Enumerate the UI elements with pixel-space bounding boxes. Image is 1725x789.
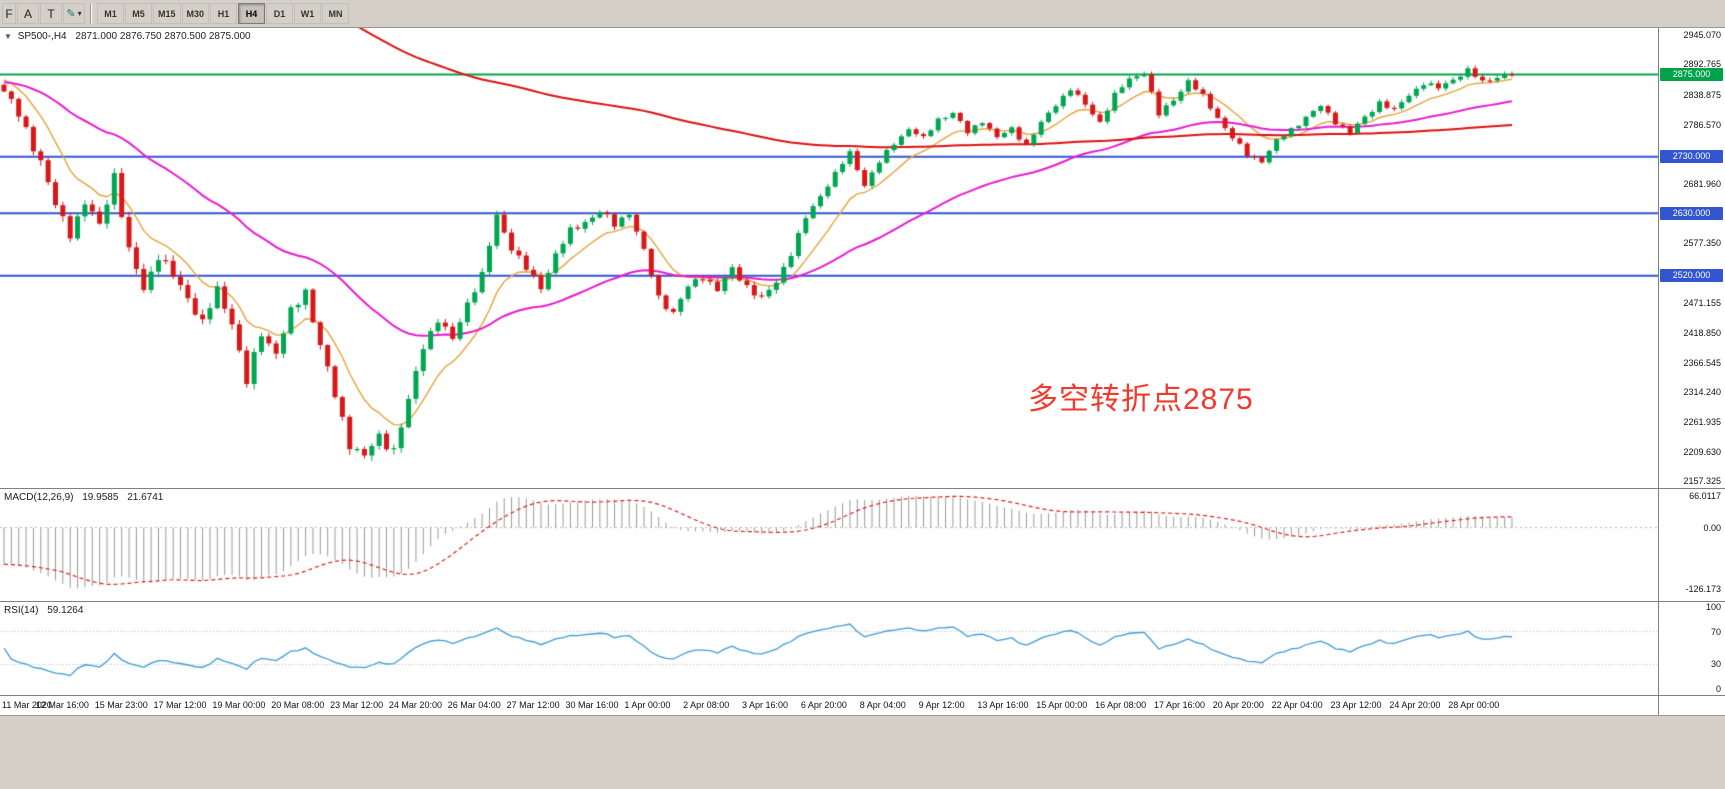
rsi-axis-label: 30 [1710,659,1721,670]
chevron-down-icon: ▾ [77,9,82,18]
chart-text-annotation: 多空转折点2875 [1028,383,1254,416]
timeframe-m1-button[interactable]: M1 [97,3,124,24]
time-axis-label: 3 Apr 16:00 [742,700,789,710]
time-axis-row: 11 Mar 2020 12 Mar 16:00 15 Mar 23:00 17 Ma… [0,696,1725,716]
timeframe-h1-button[interactable]: H1 [210,3,238,24]
rsi-header: RSI(14) 59.1264 [4,605,83,616]
footer-area [0,716,1725,789]
price-plot-area[interactable]: ▼ SP500-,H4 2871.000 2876.750 2870.500 2… [0,28,1658,488]
rsi-indicator-label: RSI(14) [4,605,39,616]
chart-header: ▼ SP500-,H4 2871.000 2876.750 2870.500 2… [4,31,251,42]
time-axis-label: 23 Apr 12:00 [1330,700,1382,710]
time-axis-label: 20 Mar 08:00 [271,700,325,710]
rsi-axis-label: 100 [1705,602,1721,612]
time-axis-label: 6 Apr 20:00 [800,700,847,710]
time-axis-label: 27 Mar 12:00 [506,700,560,710]
price-axis-label: 2157.325 [1683,476,1721,487]
macd-panel: MACD(12,26,9) 19.9585 21.6741 66.0117 0.0… [0,489,1725,602]
label-tool-icon: A [23,6,32,21]
price-panel: ▼ SP500-,H4 2871.000 2876.750 2870.500 2… [0,28,1725,489]
price-axis-label: 2945.070 [1683,29,1721,40]
time-axis-label: 1 Apr 00:00 [624,700,671,710]
timeframe-h4-button[interactable]: H4 [238,3,266,24]
pen-icon: ✎ [66,8,76,20]
clipped-tool-button[interactable]: F [2,3,16,24]
text-tool-icon: T [47,6,55,21]
rsi-chart-canvas[interactable] [0,602,1658,694]
symbol-dropdown-icon: ▼ [4,32,12,41]
symbol-period-label: SP500-,H4 [17,31,67,42]
rsi-axis[interactable]: 100 70 30 0 [1658,602,1725,695]
price-axis-label: 2209.630 [1683,446,1721,457]
time-axis-label: 24 Mar 20:00 [388,700,442,710]
time-axis[interactable]: 11 Mar 2020 12 Mar 16:00 15 Mar 23:00 17 Ma… [0,696,1658,716]
toolbar: F A T ✎ ▾ M1 M5 M15 M30 H1 H4 D1 W1 MN [0,0,1725,28]
rsi-plot-area[interactable]: RSI(14) 59.1264 [0,602,1658,695]
price-axis-label: 2418.850 [1683,327,1721,338]
macd-signal-value: 21.6741 [127,492,164,503]
time-axis-label: 13 Apr 16:00 [977,700,1029,710]
toolbar-separator [90,3,92,24]
time-axis-label: 12 Mar 16:00 [35,700,89,710]
price-axis-label: 2366.545 [1683,357,1721,368]
price-level-badge: 2630.000 [1660,206,1723,220]
timeframe-d1-button[interactable]: D1 [266,3,294,24]
ohlc-values: 2871.000 2876.750 2870.500 2875.000 [75,31,251,42]
macd-chart-canvas[interactable] [0,489,1658,600]
time-axis-corner [1658,696,1725,715]
label-tool-button[interactable]: A [17,3,39,24]
macd-axis-label: -126.173 [1685,583,1721,594]
time-axis-label: 24 Apr 20:00 [1389,700,1441,710]
timeframe-w1-button[interactable]: W1 [294,3,322,24]
price-axis-label: 2471.155 [1683,298,1721,309]
price-axis-label: 2786.570 [1683,119,1721,130]
price-axis-label: 2314.240 [1683,387,1721,398]
time-axis-label: 30 Mar 16:00 [565,700,619,710]
time-axis-label: 23 Mar 12:00 [330,700,384,710]
draw-tool-button[interactable]: ✎ ▾ [63,3,85,24]
macd-axis-label: 66.0117 [1689,490,1721,501]
time-axis-label: 22 Apr 04:00 [1271,700,1323,710]
time-axis-label: 19 Mar 00:00 [212,700,266,710]
price-axis[interactable]: 2945.070 2892.765 2838.875 2786.570 2681.960… [1658,28,1725,488]
time-axis-label: 2 Apr 08:00 [683,700,730,710]
time-axis-label: 28 Apr 00:00 [1448,700,1500,710]
time-axis-label: 20 Apr 20:00 [1212,700,1264,710]
macd-axis[interactable]: 66.0117 0.00 -126.173 [1658,489,1725,601]
rsi-axis-label: 0 [1715,684,1721,694]
price-chart-canvas[interactable] [0,28,1658,487]
text-tool-button[interactable]: T [40,3,62,24]
macd-axis-label: 0.00 [1703,522,1721,533]
time-axis-label: 8 Apr 04:00 [859,700,906,710]
time-axis-label: 16 Apr 08:00 [1095,700,1147,710]
timeframe-mn-button[interactable]: MN [322,3,350,24]
price-level-badge: 2520.000 [1660,269,1723,283]
time-axis-label: 15 Apr 00:00 [1036,700,1088,710]
time-axis-label: 15 Mar 23:00 [94,700,148,710]
macd-header: MACD(12,26,9) 19.9585 21.6741 [4,492,163,503]
time-axis-label: 11 Mar 2020 [2,700,52,710]
price-axis-label: 2261.935 [1683,416,1721,427]
timeframe-m5-button[interactable]: M5 [125,3,152,24]
macd-indicator-label: MACD(12,26,9) [4,492,74,503]
price-level-badge: 2875.000 [1660,67,1723,81]
macd-main-value: 19.9585 [82,492,119,503]
timeframe-m15-button[interactable]: M15 [153,3,181,24]
rsi-value: 59.1264 [47,605,84,616]
price-axis-label: 2892.765 [1683,59,1721,70]
timeframe-m30-button[interactable]: M30 [181,3,210,24]
rsi-panel: RSI(14) 59.1264 100 70 30 0 [0,602,1725,696]
price-axis-label: 2838.875 [1683,89,1721,100]
time-axis-label: 9 Apr 12:00 [918,700,965,710]
time-axis-label: 17 Mar 12:00 [153,700,207,710]
price-axis-label: 2681.960 [1683,178,1721,189]
time-axis-label: 26 Mar 04:00 [447,700,501,710]
price-level-badge: 2730.000 [1660,150,1723,164]
macd-plot-area[interactable]: MACD(12,26,9) 19.9585 21.6741 [0,489,1658,601]
price-axis-label: 2577.350 [1683,238,1721,249]
time-axis-label: 17 Apr 16:00 [1153,700,1205,710]
clipped-tool-label: F [5,6,13,21]
rsi-axis-label: 70 [1710,626,1721,637]
